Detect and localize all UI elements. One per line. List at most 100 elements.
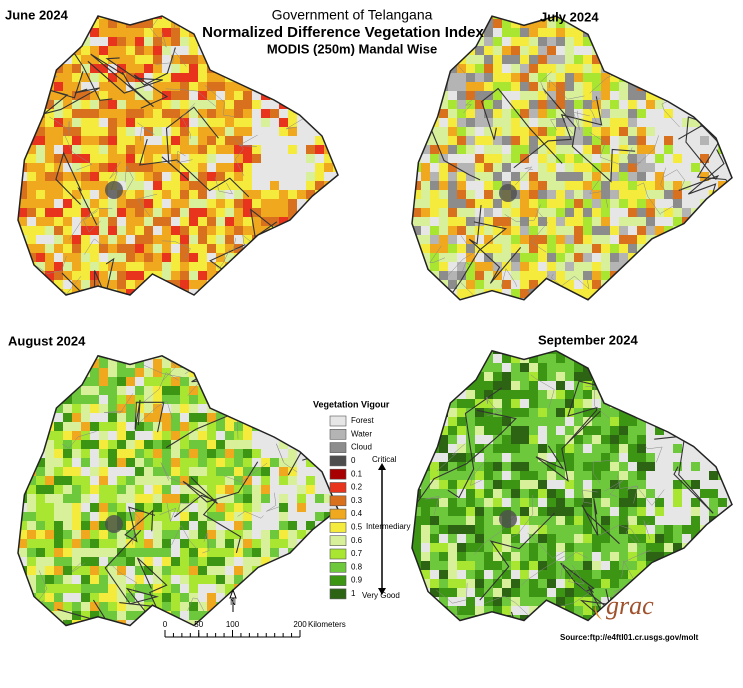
map-cell [718,91,728,101]
map-cell [306,431,316,441]
map-cell [538,91,548,101]
map-cell [664,624,674,634]
map-cell [466,172,476,182]
mandal-boundary [240,402,267,417]
map-cell [144,584,154,594]
map-cell [315,100,325,110]
map-cell [252,91,262,101]
map-cell [421,154,431,164]
map-cell [439,507,449,517]
map-cell [180,127,190,137]
map-cell [709,19,719,29]
map-cell [511,127,521,137]
map-cell [547,489,557,499]
map-cell [162,575,172,585]
map-cell [601,588,611,598]
map-cell [475,426,485,436]
map-cell [556,462,566,472]
map-cell [610,588,620,598]
map-cell [628,217,638,227]
map-cell [529,426,539,436]
map-cell [90,307,100,317]
map-cell [108,611,118,621]
map-cell [189,73,199,83]
map-cell [673,16,683,20]
map-cell [99,127,109,137]
map-cell [144,638,154,648]
map-cell [412,615,422,621]
map-cell [252,512,262,522]
map-cell [547,145,557,155]
map-cell [457,280,467,290]
map-cell [556,136,566,146]
map-cell [520,190,530,200]
map-cell [288,557,298,567]
map-cell [216,620,226,626]
map-cell [718,588,728,598]
map-cell [727,624,737,634]
map-cell [430,280,440,290]
district-boundary [209,244,250,295]
map-cell [27,91,37,101]
map-cell [252,386,262,396]
map-cell [117,28,127,38]
map-cell [430,453,440,463]
map-cell [484,280,494,290]
map-cell [700,516,710,526]
map-cell [162,289,172,295]
map-cell [655,624,665,634]
map-cell [493,435,503,445]
map-cell [691,100,701,110]
map-cell [664,91,674,101]
map-cell [162,494,172,504]
map-cell [538,363,548,373]
map-cell [72,611,82,621]
map-cell [45,593,55,603]
map-cell [601,453,611,463]
map-cell [261,638,271,648]
map-cell [270,181,280,191]
map-cell [727,408,732,418]
map-cell [448,426,458,436]
map-cell [529,46,539,56]
mandal-boundary [412,111,420,145]
map-cell [90,190,100,200]
map-cell [288,127,298,137]
map-cell [547,462,557,472]
map-cell [610,462,620,472]
map-cell [574,417,584,427]
map-cell [547,298,557,300]
map-cell [700,363,710,373]
map-cell [556,55,566,65]
mandal-boundary [514,166,533,186]
map-cell [243,355,253,360]
map-cell [646,579,656,589]
map-cell [412,350,422,355]
map-cell [448,244,458,254]
map-cell [655,381,665,391]
map-cell [261,154,271,164]
map-cell [511,262,521,272]
map-cell [655,399,665,409]
map-cell [297,145,307,155]
map-cell [727,525,732,535]
map-cell [126,557,136,567]
map-cell [108,19,118,29]
map-cell [162,485,172,495]
map-cell [448,350,458,355]
map-cell [520,633,530,643]
map-cell [493,561,503,571]
map-cell [72,458,82,468]
map-cell [583,435,593,445]
map-cell [511,307,521,317]
map-cell [315,145,325,155]
map-cell [592,217,602,227]
map-cell [718,453,728,463]
map-cell [691,136,701,146]
map-cell [475,190,485,200]
map-cell [421,435,431,445]
map-cell [448,525,458,535]
map-cell [153,602,163,612]
map-cell [646,109,656,119]
map-cell [448,190,458,200]
